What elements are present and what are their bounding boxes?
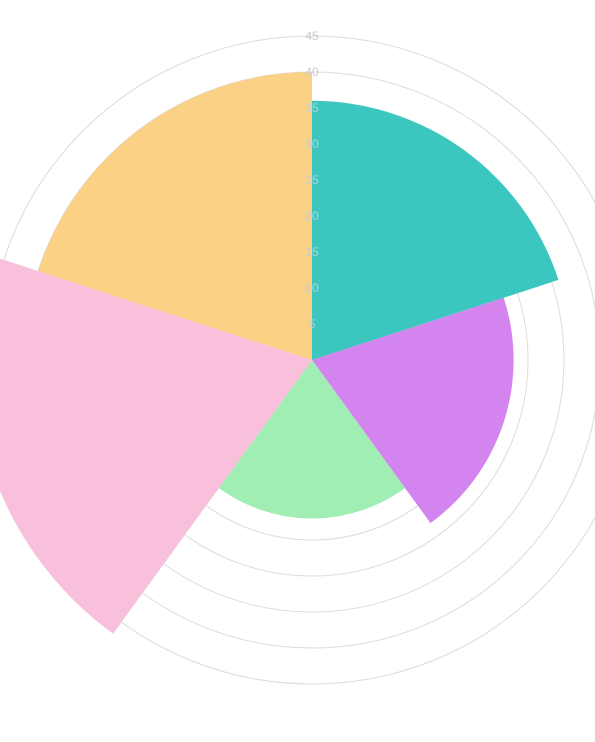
- tick-label: 30: [305, 137, 319, 151]
- chart-svg: 5 10 15 20 25 30 35 40 45: [0, 0, 595, 742]
- tick-label: 20: [305, 209, 319, 223]
- tick-label: 45: [305, 29, 319, 43]
- tick-label: 5: [309, 317, 316, 331]
- tick-label: 25: [305, 173, 319, 187]
- polar-bar-chart: 5 10 15 20 25 30 35 40 45: [0, 0, 595, 742]
- sectors: [0, 72, 559, 634]
- tick-label: 10: [305, 281, 319, 295]
- tick-label: 40: [305, 65, 319, 79]
- tick-label: 15: [305, 245, 319, 259]
- radial-tick-labels: 5 10 15 20 25 30 35 40 45: [305, 29, 319, 331]
- tick-label: 35: [305, 101, 319, 115]
